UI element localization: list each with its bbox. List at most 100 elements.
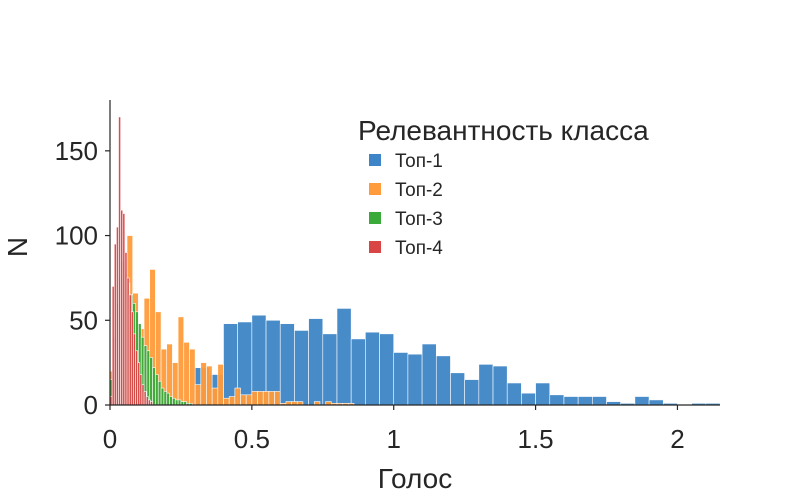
y-tick-label: 100 [55, 221, 98, 251]
legend-swatch [369, 241, 381, 253]
series-4-bar [145, 396, 149, 406]
y-ticks: 0 50 100 150 [55, 136, 110, 420]
series-1-bar [279, 323, 295, 406]
series-3-bar [177, 399, 182, 406]
series-1-bar [648, 399, 664, 406]
series-1-bar [634, 396, 650, 406]
legend-label: Топ-4 [395, 238, 443, 259]
series-2-bar [177, 316, 185, 406]
axes: 0 0.5 1 1.5 2 0 50 100 150 [55, 100, 720, 454]
series-4-bar [133, 333, 136, 406]
series-3-bar [157, 380, 162, 406]
x-tick-label: 2 [670, 424, 684, 454]
series-1-bars [194, 308, 721, 406]
series-1-bar [549, 394, 565, 406]
series-2-bar [245, 394, 253, 406]
series-2-bar [200, 362, 207, 406]
series-1-bar [421, 343, 437, 406]
series-4-bar [120, 209, 124, 406]
series-3-bar [149, 357, 153, 406]
series-4-bar [113, 243, 117, 406]
series-4-bar [148, 399, 151, 406]
legend-label: Топ-1 [395, 151, 443, 172]
series-1-bar [464, 379, 480, 406]
series-4-bar [126, 277, 130, 406]
series-2-bar [223, 397, 230, 406]
series-3-bar [155, 374, 159, 406]
y-tick-label: 0 [84, 390, 98, 420]
series-1-bar [294, 330, 309, 406]
legend-label: Топ-2 [395, 180, 443, 201]
series-1-bar [322, 333, 338, 406]
x-axis-title: Голос [378, 463, 452, 494]
series-1-bar [365, 331, 380, 406]
legend: Релевантность класса Топ-1Топ-2Топ-3Топ-… [358, 115, 649, 259]
y-tick-label: 150 [55, 136, 98, 166]
plot-area [109, 116, 721, 406]
series-1-bar [336, 308, 352, 406]
series-3-bar [169, 396, 173, 406]
series-2-bar [234, 387, 241, 406]
series-1-bar [350, 338, 366, 406]
series-4-bar [130, 311, 134, 406]
legend-swatch [369, 212, 381, 224]
series-1-bar [535, 382, 551, 406]
series-2-bar [194, 384, 202, 406]
legend-swatch [369, 154, 381, 166]
bars-group [109, 116, 721, 406]
series-3-bar [172, 397, 176, 406]
y-axis-title: N [2, 237, 33, 257]
series-2-bar [183, 342, 190, 406]
series-1-bar [435, 355, 451, 406]
y-tick-label: 50 [69, 305, 98, 335]
legend-swatch [369, 183, 381, 195]
series-4-bar [139, 374, 143, 406]
x-tick-label: 1.5 [518, 424, 554, 454]
series-1-bar [478, 364, 494, 406]
series-2-bar [240, 394, 247, 406]
series-4-bar [141, 384, 145, 406]
series-2-bar [257, 391, 264, 406]
series-4-bar [111, 286, 115, 406]
x-tick-label: 0 [103, 424, 117, 454]
series-4-bar [143, 391, 147, 406]
series-1-bar [450, 372, 465, 406]
legend-label: Топ-3 [395, 209, 443, 230]
series-1-bar [577, 396, 593, 406]
series-1-bar [521, 392, 536, 406]
series-1-bar [407, 353, 423, 406]
series-4-bar [137, 362, 141, 406]
series-3-bar [152, 367, 156, 406]
series-1-bar [592, 396, 607, 406]
series-4-bar [122, 213, 126, 406]
x-tick-label: 1 [386, 424, 400, 454]
series-2-bar [211, 387, 219, 406]
series-4-bar [116, 226, 119, 406]
series-1-bar [492, 365, 508, 406]
series-2-bar [268, 391, 275, 406]
series-4-bar [128, 294, 132, 406]
series-2-bar [217, 364, 224, 406]
series-2-bar [189, 348, 196, 406]
series-2-bar [262, 391, 270, 406]
series-2-bar [251, 391, 258, 406]
series-4-bar [135, 350, 138, 406]
series-1-bar [393, 352, 409, 406]
legend-items: Топ-1 Топ-2 Топ-3 Топ-4 [369, 151, 443, 259]
series-1-bar [308, 318, 324, 406]
series-2-bar [228, 396, 236, 406]
series-4-bar [124, 252, 128, 406]
series-2-bar [274, 391, 281, 406]
series-3-bar [160, 387, 165, 406]
series-1-bar [506, 382, 522, 406]
series-3-bar [166, 392, 170, 406]
series-3-bar [174, 399, 179, 406]
legend-title: Релевантность класса [358, 115, 649, 146]
series-3-bar [163, 391, 168, 406]
x-ticks: 0 0.5 1 1.5 2 [103, 405, 685, 454]
series-4-bar [118, 116, 121, 406]
series-1-bar [379, 333, 395, 406]
x-tick-label: 0.5 [234, 424, 270, 454]
series-2-bar [206, 365, 213, 406]
